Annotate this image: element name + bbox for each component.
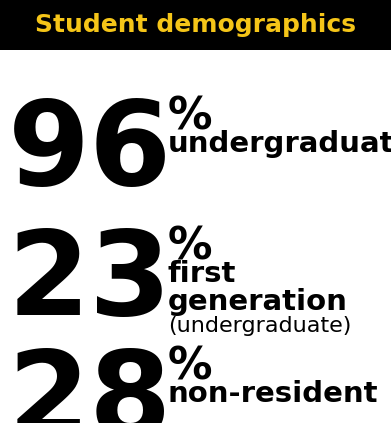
Text: 23: 23 xyxy=(8,225,172,340)
Text: 28: 28 xyxy=(8,345,172,423)
Text: 96: 96 xyxy=(8,95,172,210)
Text: %: % xyxy=(168,225,212,268)
Bar xyxy=(0,0,391,50)
Text: generation: generation xyxy=(168,288,348,316)
Text: Student demographics: Student demographics xyxy=(35,13,356,37)
Text: (undergraduate): (undergraduate) xyxy=(168,316,352,336)
Text: first: first xyxy=(168,260,237,288)
Text: %: % xyxy=(168,345,212,388)
Text: %: % xyxy=(168,95,212,138)
Text: non-resident: non-resident xyxy=(168,380,378,408)
Text: undergraduate: undergraduate xyxy=(168,130,391,158)
